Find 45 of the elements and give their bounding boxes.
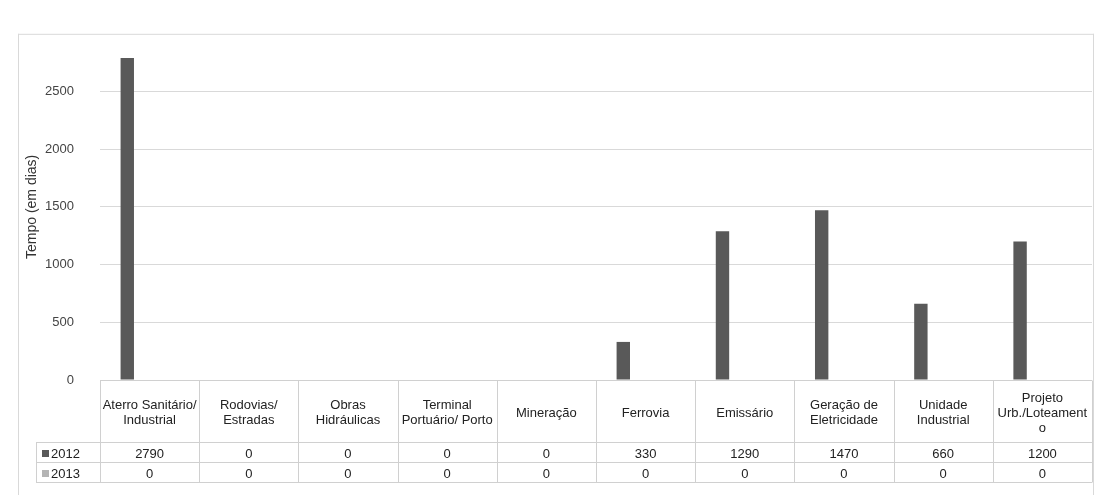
data-label: 0 (1037, 464, 1047, 483)
data-label: 0 (244, 464, 254, 483)
y-tick-label: 1000 (45, 256, 74, 272)
legend-label: 2012 (50, 444, 81, 463)
x-tick-label: Geração de Eletricidade (809, 396, 879, 429)
x-tick-label: Rodovias/ Estradas (218, 396, 279, 429)
data-label: 1200 (1026, 444, 1058, 463)
data-label: 1470 (828, 444, 860, 463)
bar (814, 210, 829, 380)
data-label: 0 (541, 444, 551, 463)
y-tick-label: 0 (66, 371, 74, 387)
x-tick-label: Unidade Industrial (915, 396, 971, 429)
bar (120, 58, 134, 380)
data-label: 0 (640, 464, 651, 483)
y-tick-label: 2000 (45, 140, 74, 156)
y-axis-title: Tempo (em dias) (23, 154, 40, 260)
bar (914, 303, 928, 380)
x-tick-label: Ferrovia (620, 403, 671, 422)
x-tick-label: Aterro Sanitário/ Industrial (101, 396, 198, 429)
data-label: 0 (144, 464, 155, 483)
data-label: 0 (244, 444, 254, 463)
data-label: 0 (740, 464, 750, 483)
bar (1013, 241, 1027, 380)
data-label: 0 (839, 464, 849, 483)
data-label: 0 (442, 444, 452, 463)
x-tick-label: Terminal Portuário/ Porto (400, 396, 494, 429)
data-label: 0 (343, 444, 353, 463)
x-tick-label: Emissário (715, 403, 775, 422)
data-label: 0 (343, 464, 353, 483)
data-label: 0 (541, 464, 551, 483)
y-tick-label: 1500 (45, 198, 74, 214)
data-label: 0 (442, 464, 452, 483)
x-tick-label: Mineração (515, 403, 578, 422)
x-tick-label: Obras Hidráulicas (314, 396, 382, 429)
data-label: 660 (931, 444, 956, 463)
y-tick-label: 2500 (45, 83, 74, 99)
bar (715, 231, 730, 380)
y-tick-label: 500 (52, 313, 74, 329)
data-label: 330 (633, 444, 658, 463)
data-label: 0 (938, 464, 948, 483)
legend-label: 2013 (50, 464, 81, 483)
data-label: 2790 (134, 444, 166, 463)
data-label: 1290 (729, 444, 761, 463)
bar (616, 341, 630, 380)
x-tick-label: Projeto Urb./Loteamento (996, 388, 1089, 437)
